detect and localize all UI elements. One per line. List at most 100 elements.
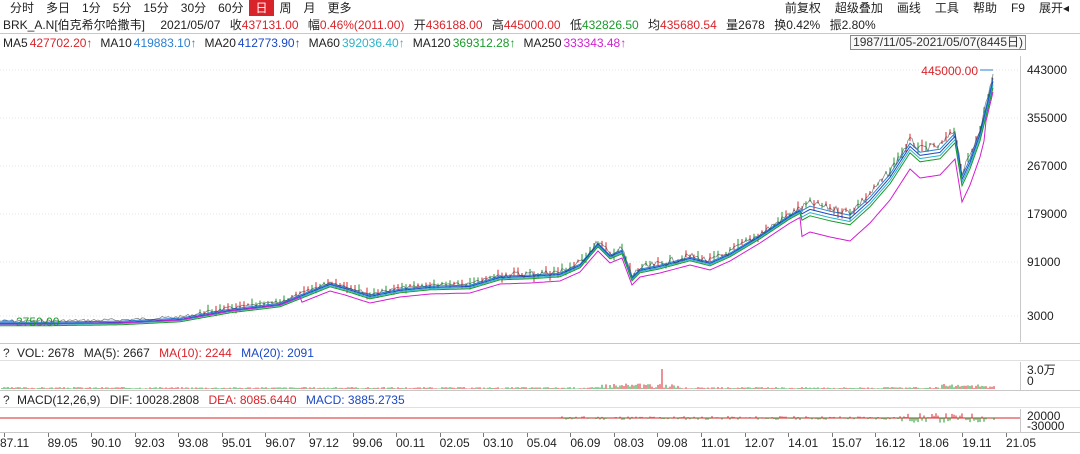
period-tab-0[interactable]: 分时 [10, 1, 35, 15]
ma-value: 333343.48↑ [563, 36, 627, 50]
vol-ma10: MA(10): 2244 [159, 346, 232, 360]
macd-ytick-min: -30000 [1027, 419, 1065, 433]
avg-value: 435680.54 [660, 18, 717, 32]
xaxis-tick-label: 16.12 [875, 436, 906, 450]
macd-chart[interactable] [0, 409, 1020, 432]
change-value: 0.46%(2011.00) [319, 18, 405, 32]
volume-chart[interactable] [0, 362, 1020, 390]
xaxis-tick-mark [4, 433, 5, 437]
quote-date: 2021/05/07 [160, 18, 221, 32]
xaxis-tick-label: 12.07 [744, 436, 775, 450]
volume-panel-header: ? VOL: 2678 MA(5): 2667 MA(10): 2244 MA(… [0, 343, 1080, 361]
toolbar-action-6[interactable]: 展开◂ [1038, 1, 1069, 15]
turnover-group: 换0.42% [774, 18, 821, 32]
price-chart[interactable]: 445000.00 2750.00 [0, 56, 1020, 342]
xaxis-tick-label: 18.06 [918, 436, 949, 450]
volume-group: 量2678 [726, 18, 765, 32]
volume-chart-canvas[interactable] [0, 362, 1020, 390]
xaxis-tick-mark [352, 433, 354, 437]
ma-item-ma120: MA120 369312.28↑ [413, 36, 516, 50]
date-xaxis: 87.11 89.05 90.10 92.03 93.08 95.01 96.07 97.12… [0, 432, 1080, 454]
ma250-line [0, 91, 994, 325]
macd-chart-canvas[interactable] [0, 409, 1020, 432]
xaxis-tick-label: 93.08 [178, 436, 209, 450]
close-value: 437131.00 [241, 18, 299, 32]
price-ytick: 267000 [1027, 159, 1068, 173]
xaxis-tick-mark [875, 433, 877, 437]
date-range-box[interactable]: 1987/11/05-2021/05/07(8445日) [850, 35, 1026, 50]
ma-line [0, 78, 994, 323]
period-tab-6[interactable]: 60分 [218, 1, 244, 15]
vol-ytick-zero: 0 [1027, 374, 1034, 388]
period-tabs: 分时 多日 1分 5分 15分 30分 60分日周月更多 [0, 0, 358, 16]
price-chart-canvas[interactable]: 445000.00 2750.00 [0, 56, 1020, 342]
toolbar-action-0[interactable]: 前复权 [784, 1, 821, 15]
xaxis-tick-label: 97.12 [308, 436, 339, 450]
ma-line [0, 81, 994, 324]
open-group: 开436188.00 [413, 18, 483, 32]
period-tab-4[interactable]: 15分 [143, 1, 169, 15]
macd-ytick-max: 20000 [1027, 409, 1061, 423]
period-tab-2[interactable]: 1分 [82, 1, 101, 15]
xaxis-tick-label: 14.01 [788, 436, 819, 450]
ma-item-ma250: MA250 333343.48↑ [523, 36, 626, 50]
xaxis-tick-label: 89.05 [47, 436, 78, 450]
xaxis-tick-mark [265, 433, 267, 437]
xaxis-tick-mark [962, 433, 964, 437]
quote-info-bar: BRK_A.N[伯克希尔哈撒韦] 2021/05/07 收437131.00 幅… [0, 16, 1080, 34]
symbol-label[interactable]: BRK_A.N[伯克希尔哈撒韦] [3, 18, 146, 32]
macd-value: MACD: 3885.2735 [305, 393, 405, 407]
high-value: 445000.00 [503, 18, 561, 32]
xaxis-tick-mark [613, 433, 615, 437]
ma-value: 392036.40↑ [341, 36, 405, 50]
price-ytick: 443000 [1027, 63, 1068, 77]
xaxis-tick-mark [308, 433, 310, 437]
ma-value: 427702.20↑ [29, 36, 93, 50]
price-yaxis: 443000 355000 267000 179000 91000 3000 [1020, 56, 1080, 342]
period-tab-5[interactable]: 30分 [180, 1, 207, 15]
ma-item-ma20: MA20 412773.90↑ [205, 36, 301, 50]
period-tab-1[interactable]: 多日 [46, 1, 71, 15]
ma-value: 412773.90↑ [237, 36, 301, 50]
xaxis-tick-mark [439, 433, 441, 437]
xaxis-tick-label: 11.01 [701, 436, 731, 450]
toolbar-action-2[interactable]: 画线 [896, 1, 921, 15]
xaxis-tick-mark [526, 433, 528, 437]
avg-group: 均435680.54 [648, 18, 717, 32]
xaxis-tick-label: 99.06 [352, 436, 383, 450]
xaxis-tick-label: 87.11 [0, 436, 30, 450]
ma-item-ma5: MA5 427702.20↑ [3, 36, 92, 50]
period-tab-7[interactable]: 日 [249, 0, 274, 16]
toolbar-action-4[interactable]: 帮助 [972, 1, 997, 15]
xaxis-tick-mark [657, 433, 659, 437]
ma-label: MA10 [100, 36, 132, 50]
ma-legend: MA5 427702.20↑ MA10 419883.10↑ MA20 412773.90… [0, 34, 1080, 52]
change-group: 幅0.46%(2011.00) [307, 18, 405, 32]
volume-value: 2678 [738, 18, 765, 32]
xaxis-tick-mark [47, 433, 49, 437]
high-group: 高445000.00 [491, 18, 561, 32]
xaxis-tick-mark [788, 433, 790, 437]
ma-item-ma10: MA10 419883.10↑ [100, 36, 196, 50]
xaxis-tick-mark [134, 433, 136, 437]
volume-help-icon[interactable]: ? [3, 346, 10, 360]
xaxis-tick-label: 90.10 [91, 436, 122, 450]
ma-items: MA5 427702.20↑ MA10 419883.10↑ MA20 412773.90… [3, 36, 634, 50]
period-tab-3[interactable]: 5分 [112, 1, 132, 15]
macd-help-icon[interactable]: ? [3, 393, 10, 407]
ma-label: MA120 [412, 36, 451, 50]
period-tab-8[interactable]: 周 [279, 1, 292, 15]
toolbar-right-actions: 前复权 超级叠加 画线 工具 帮助 F9 展开◂ [778, 0, 1080, 16]
ma-line [0, 87, 994, 327]
toolbar-action-1[interactable]: 超级叠加 [834, 1, 883, 15]
macd-yaxis: 20000 -30000 [1020, 409, 1080, 433]
toolbar-action-5[interactable]: F9 [1010, 1, 1025, 15]
xaxis-tick-mark [396, 433, 398, 437]
vol-ytick-max: 3.0万 [1027, 363, 1056, 377]
period-tab-10[interactable]: 更多 [327, 1, 352, 15]
high-marker-label: 445000.00 [921, 64, 978, 78]
period-tab-9[interactable]: 月 [303, 1, 316, 15]
xaxis-tick-label: 00.11 [396, 436, 426, 450]
toolbar-action-3[interactable]: 工具 [934, 1, 959, 15]
xaxis-tick-mark [918, 433, 920, 437]
